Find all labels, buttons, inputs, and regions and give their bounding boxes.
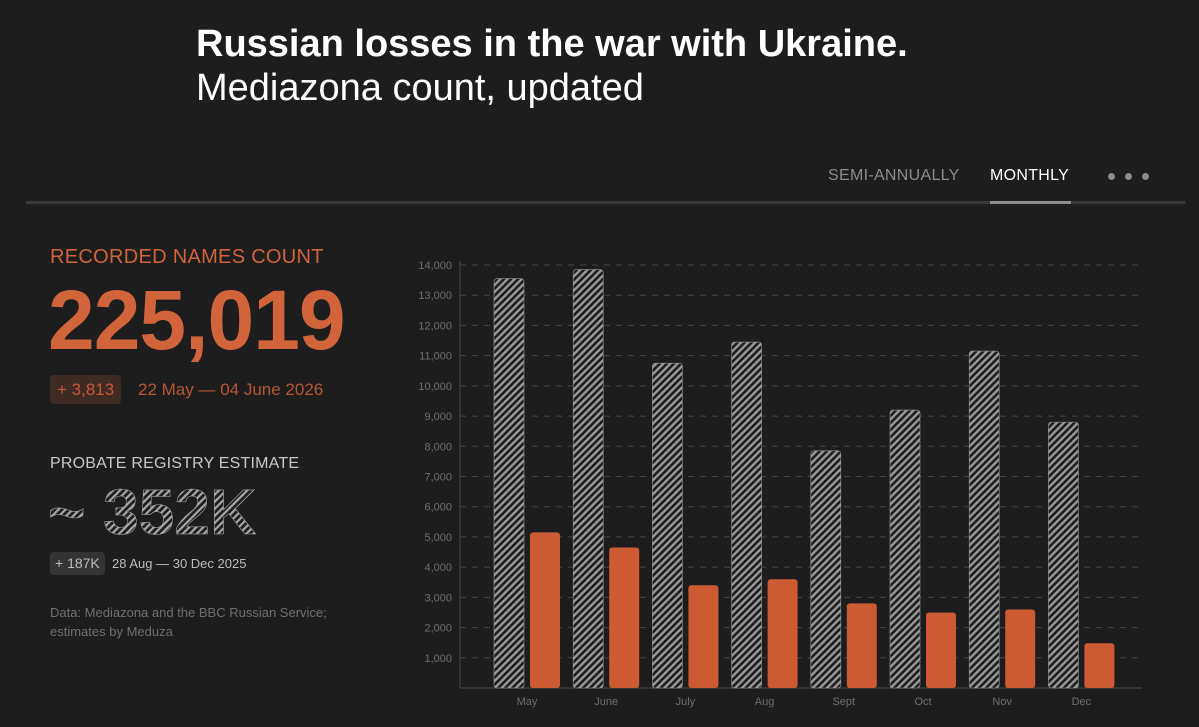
bar-series-1 <box>652 362 683 689</box>
y-tick-label: 4,000 <box>424 562 452 574</box>
tabs-divider <box>26 201 1185 204</box>
recorded-delta-badge: + 3,813 <box>50 375 122 404</box>
page-title: Russian losses in the war with Ukraine. <box>196 23 908 65</box>
x-tick-label: Dec <box>1072 696 1092 708</box>
bar-series-2 <box>609 547 640 688</box>
y-tick-label: 9,000 <box>424 411 452 423</box>
x-tick-label: July <box>676 696 696 708</box>
x-tick-label: Oct <box>914 696 931 708</box>
bar-series-2 <box>530 532 560 688</box>
tab-semi-annually[interactable]: SEMI-ANNUALLY <box>828 167 960 184</box>
bar-series-2 <box>926 612 956 688</box>
bar-series-2 <box>1005 609 1036 688</box>
bar-series-1 <box>968 350 1000 689</box>
bar-series-1 <box>731 341 762 689</box>
bar-series-1 <box>493 278 525 689</box>
header: Russian losses in the war with Ukraine. … <box>196 22 908 110</box>
bar-series-1 <box>889 409 921 689</box>
bar-series-1 <box>1048 421 1079 689</box>
y-tick-label: 12,000 <box>418 320 452 332</box>
x-tick-label: May <box>517 696 538 708</box>
y-tick-label: 6,000 <box>424 502 452 514</box>
probate-estimate-label: PROBATE REGISTRY ESTIMATE <box>50 455 300 472</box>
y-tick-label: 3,000 <box>424 592 452 604</box>
y-tick-label: 2,000 <box>424 623 452 635</box>
period-tabs: SEMI-ANNUALLY MONTHLY <box>0 166 1199 206</box>
more-dots-icon[interactable] <box>1108 166 1156 186</box>
dot <box>1142 172 1149 180</box>
bar-series-2 <box>767 579 798 688</box>
y-tick-label: 13,000 <box>418 290 452 302</box>
recorded-date-range: 22 May — 04 June 2026 <box>138 380 324 399</box>
x-tick-label: June <box>594 696 618 708</box>
bar-series-2 <box>1084 643 1115 688</box>
x-tick-label: Nov <box>992 696 1012 708</box>
probate-estimate-text: ~ 352K <box>48 478 256 548</box>
recorded-names-label: RECORDED NAMES COUNT <box>50 246 324 268</box>
y-tick-label: 1,000 <box>424 653 452 665</box>
labels-layer: 1,000 2,000 3,000 4,000 5,000 6,000 7,000 8,000… <box>418 260 1091 708</box>
y-tick-label: 7,000 <box>424 472 452 484</box>
probate-estimate-value: ~ 352K <box>48 478 257 548</box>
bar-series-1 <box>572 269 604 689</box>
x-tick-label: Aug <box>755 696 775 708</box>
recorded-names-value: 225,019 <box>48 273 346 367</box>
bar-series-2 <box>688 585 719 688</box>
bar-series-1 <box>810 450 842 689</box>
active-tab-indicator <box>990 201 1071 204</box>
bar-series-2 <box>846 603 877 688</box>
probate-delta-badge: + 187K <box>50 552 105 575</box>
bars-layer <box>493 269 1115 689</box>
page-subtitle: Mediazona count, updated <box>196 67 644 109</box>
tab-monthly[interactable]: MONTHLY <box>990 167 1070 184</box>
dot <box>1108 172 1115 180</box>
y-tick-label: 10,000 <box>418 381 452 393</box>
y-tick-label: 11,000 <box>419 351 452 363</box>
y-tick-label: 5,000 <box>424 532 452 544</box>
y-tick-label: 14,000 <box>418 260 452 272</box>
x-tick-label: Sept <box>832 696 855 708</box>
dot <box>1125 172 1132 180</box>
y-tick-label: 8,000 <box>424 441 452 453</box>
grid-layer <box>459 261 1142 689</box>
source-note: Data: Mediazona and the BBC Russian Serv… <box>50 605 327 639</box>
probate-date-range: 28 Aug — 30 Dec 2025 <box>112 556 247 571</box>
